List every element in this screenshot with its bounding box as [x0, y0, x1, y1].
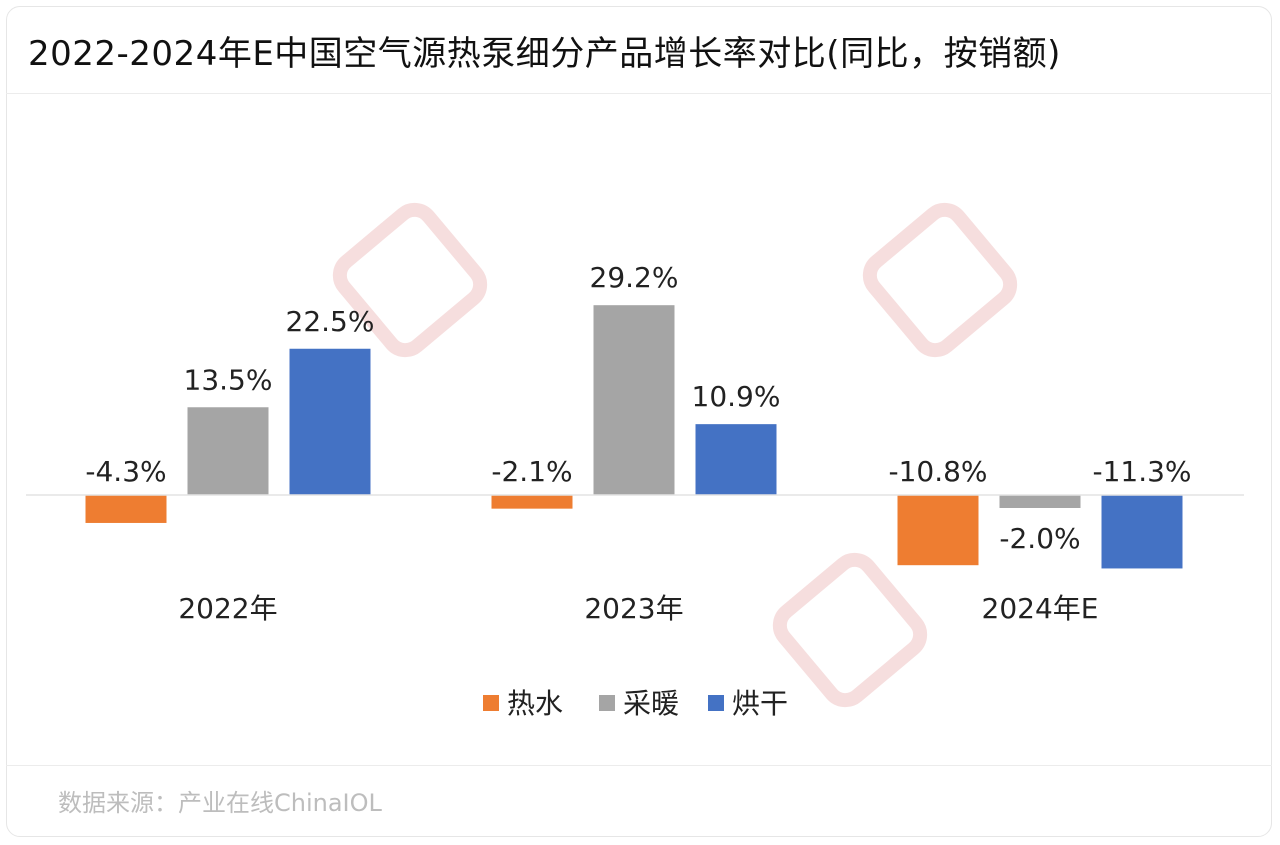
category-label: 2023年 [584, 592, 683, 625]
category-label: 2024年E [982, 592, 1099, 625]
data-label: -2.0% [999, 522, 1080, 555]
bar-采暖-2024年E [999, 495, 1081, 508]
title-divider [6, 93, 1272, 94]
bar-烘干-2024年E [1101, 495, 1183, 569]
legend-swatch-热水 [483, 695, 499, 711]
data-label: -10.8% [888, 455, 987, 488]
bar-烘干-2022年 [289, 348, 371, 495]
data-label: 22.5% [286, 305, 375, 338]
legend: 热水 采暖 烘干 [483, 687, 788, 720]
data-label: 29.2% [590, 261, 679, 294]
data-label: -2.1% [491, 455, 572, 488]
footer-divider [6, 765, 1272, 766]
chart-title: 2022-2024年E中国空气源热泵细分产品增长率对比(同比，按销额) [28, 34, 1061, 74]
legend-swatch-采暖 [599, 695, 615, 711]
data-label: 13.5% [184, 363, 273, 396]
bar-采暖-2023年 [593, 305, 675, 495]
category-label: 2022年 [178, 592, 277, 625]
bar-采暖-2022年 [187, 407, 269, 495]
data-label: -11.3% [1092, 455, 1191, 488]
legend-label: 热水 [507, 687, 563, 720]
category-axis-labels: 2022年 2023年 2024年E [178, 592, 1098, 625]
bar-热水-2022年 [85, 495, 167, 523]
data-label: 10.9% [692, 380, 781, 413]
legend-swatch-烘干 [708, 695, 724, 711]
legend-label: 采暖 [623, 687, 679, 720]
data-label: -4.3% [85, 455, 166, 488]
data-source: 数据来源：产业在线ChinaIOL [58, 789, 382, 817]
bar-热水-2023年 [491, 495, 573, 509]
bar-烘干-2023年 [695, 424, 777, 495]
bar-热水-2024年E [897, 495, 979, 566]
bars-layer [85, 305, 1183, 569]
data-labels-layer: -4.3% -2.1% -10.8% 13.5% 29.2% -2.0% 22.5% 10.9… [85, 261, 1191, 555]
legend-label: 烘干 [732, 687, 788, 720]
